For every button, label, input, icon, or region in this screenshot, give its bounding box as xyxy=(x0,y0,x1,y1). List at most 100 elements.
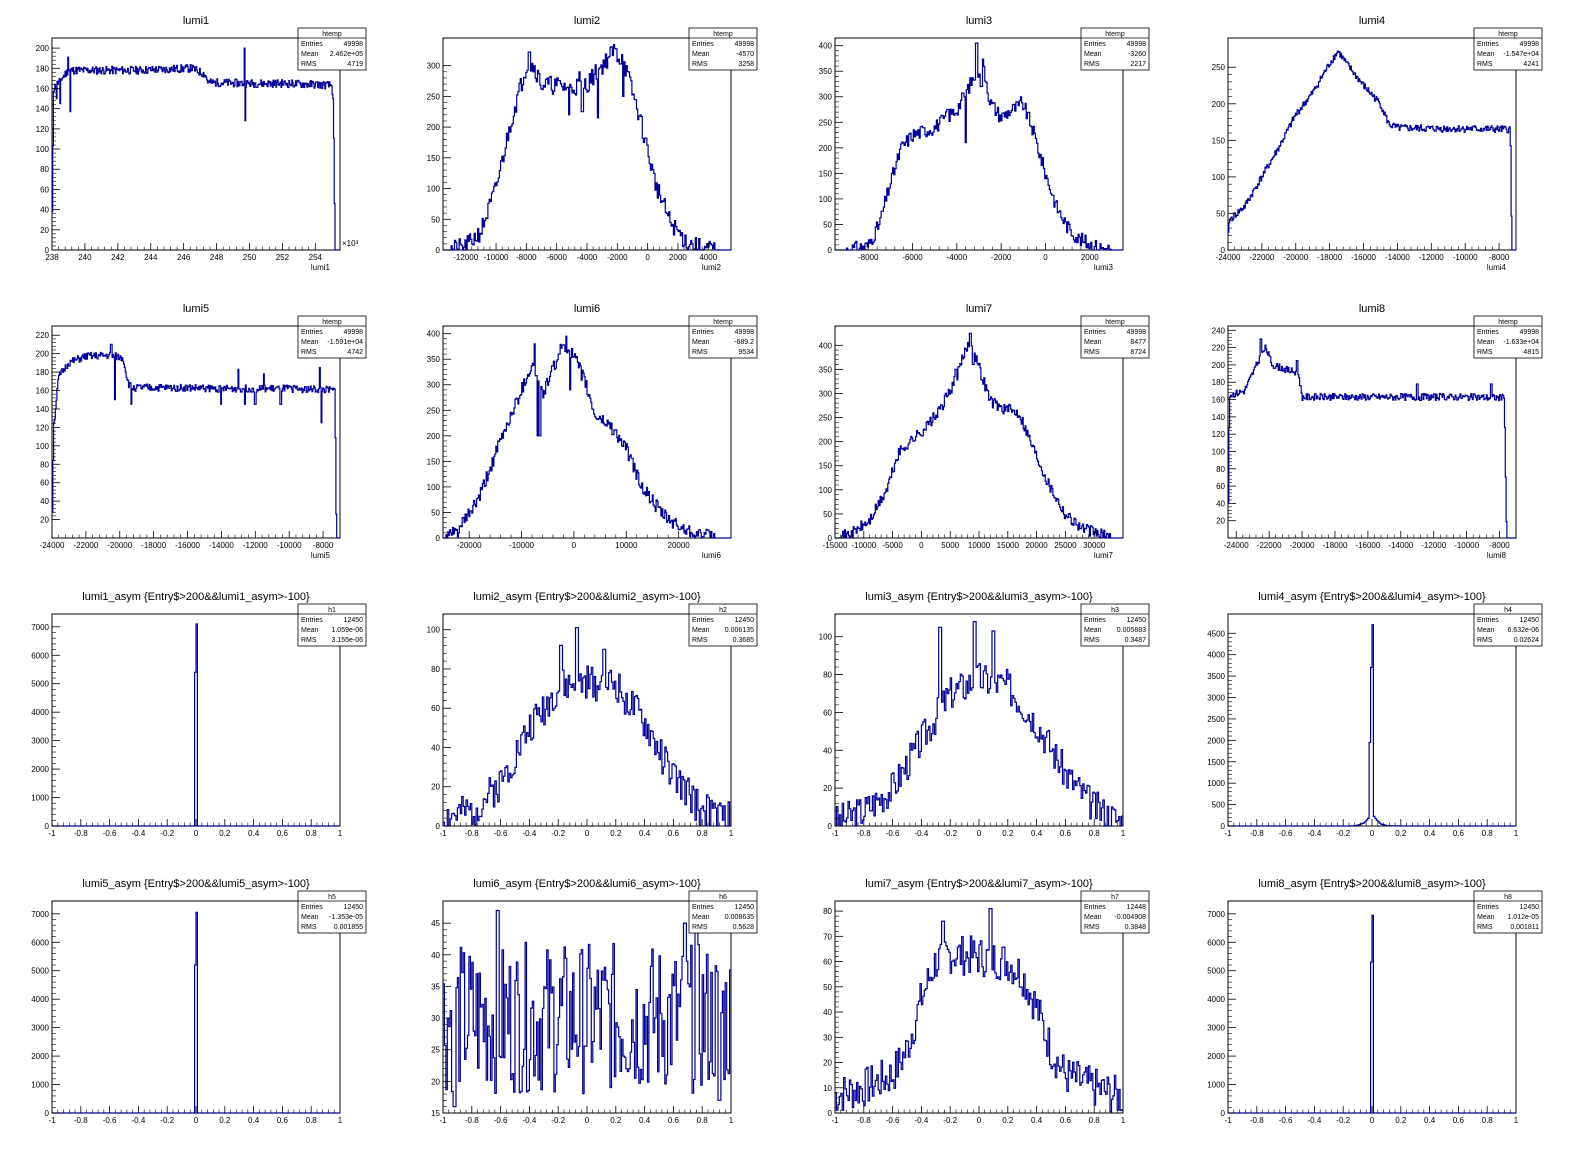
x-tick-label: 0.4 xyxy=(248,829,260,838)
y-tick-label: 60 xyxy=(431,704,440,713)
y-tick-label: 50 xyxy=(1216,209,1225,218)
x-tick-label: 0 xyxy=(977,1116,982,1125)
y-tick-label: 50 xyxy=(823,983,832,992)
y-tick-label: 4000 xyxy=(31,995,49,1004)
x-tick-label: 0 xyxy=(1370,1116,1375,1125)
y-tick-label: 0 xyxy=(436,822,441,831)
stats-key: Mean xyxy=(1477,914,1495,921)
x-axis-label: lumi1 xyxy=(311,263,331,272)
stats-box-name: h2 xyxy=(719,607,727,614)
plot-frame xyxy=(834,37,1124,251)
stats-box-frame xyxy=(297,27,367,71)
histogram-line xyxy=(52,343,340,539)
plot-frame xyxy=(51,37,341,251)
y-tick-label: 0 xyxy=(436,534,441,543)
x-tick-label: -0.6 xyxy=(103,829,117,838)
histogram-panel: lumi1_asym {Entry$>200&&lumi1_asym>-100}… xyxy=(31,591,367,838)
y-tick-label: 60 xyxy=(40,185,49,194)
x-tick-label: 0.8 xyxy=(697,829,709,838)
stats-key: Entries xyxy=(301,617,323,624)
y-tick-label: 50 xyxy=(431,508,440,517)
x-tick-label: -1 xyxy=(439,829,447,838)
y-tick-label: 15 xyxy=(431,1109,440,1118)
stats-key: Mean xyxy=(301,914,319,921)
y-tick-label: 180 xyxy=(1212,378,1226,387)
x-tick-label: -14000 xyxy=(1388,541,1413,550)
stats-box-name: h8 xyxy=(1504,894,1512,901)
x-tick-label: -8000 xyxy=(1489,253,1510,262)
y-tick-label: 200 xyxy=(36,44,50,53)
panel-title: lumi1 xyxy=(183,15,209,27)
y-tick-label: 2000 xyxy=(1207,736,1225,745)
plot-frame xyxy=(834,613,1124,827)
stats-value: 6.632e-06 xyxy=(1507,627,1539,634)
x-tick-label: 0 xyxy=(977,829,982,838)
x-tick-label: -0.6 xyxy=(494,1116,508,1125)
x-tick-label: 242 xyxy=(111,253,125,262)
stats-key: RMS xyxy=(692,349,708,356)
y-tick-label: 10 xyxy=(823,1084,832,1093)
x-tick-label: -1 xyxy=(48,829,56,838)
x-tick-label: 0 xyxy=(194,829,199,838)
stats-value: 12450 xyxy=(1127,617,1147,624)
x-tick-label: -10000 xyxy=(1454,541,1479,550)
y-tick-label: 4000 xyxy=(31,708,49,717)
x-tick-label: -0.6 xyxy=(886,829,900,838)
stats-box-frame xyxy=(1080,603,1150,647)
stats-value: 49998 xyxy=(344,41,364,48)
x-tick-label: -16000 xyxy=(1355,541,1380,550)
stats-box: h1 Entries 12450 Mean 1.059e-06 RMS 3.155e-06 xyxy=(297,603,367,647)
y-tick-label: 400 xyxy=(427,330,441,339)
plot-frame xyxy=(442,325,732,539)
y-tick-label: 100 xyxy=(819,633,833,642)
panel-title: lumi7 xyxy=(966,303,992,315)
x-tick-label: -1 xyxy=(831,1116,839,1125)
stats-value: 49998 xyxy=(1520,329,1540,336)
y-tick-label: 100 xyxy=(427,483,441,492)
x-tick-label: -0.2 xyxy=(551,829,565,838)
y-tick-label: 40 xyxy=(431,951,440,960)
x-tick-label: 0.6 xyxy=(1060,1116,1072,1125)
x-axis-label: lumi4 xyxy=(1487,263,1507,272)
y-tick-label: 1000 xyxy=(31,1081,49,1090)
x-axis-label: lumi5 xyxy=(311,551,331,560)
y-tick-label: 0 xyxy=(45,246,50,255)
x-tick-label: 0 xyxy=(572,541,577,550)
stats-box-frame xyxy=(1080,315,1150,359)
x-tick-label: 244 xyxy=(144,253,158,262)
y-tick-label: 200 xyxy=(427,432,441,441)
y-tick-label: 180 xyxy=(36,64,50,73)
x-tick-label: -1 xyxy=(1224,829,1232,838)
stats-value: 1.012e-05 xyxy=(1507,914,1539,921)
x-tick-label: 0.8 xyxy=(306,1116,318,1125)
x-tick-label: -0.6 xyxy=(1279,1116,1293,1125)
stats-key: Entries xyxy=(301,904,323,911)
y-tick-label: 80 xyxy=(823,907,832,916)
y-tick-label: 300 xyxy=(819,389,833,398)
x-tick-label: -20000 xyxy=(457,541,482,550)
x-tick-label: 0.6 xyxy=(1060,829,1072,838)
stats-box-name: htemp xyxy=(713,319,733,326)
panel-title: lumi2 xyxy=(574,15,600,27)
x-tick-label: -16000 xyxy=(1351,253,1376,262)
y-tick-label: 3000 xyxy=(31,1024,49,1033)
histogram-line xyxy=(1228,50,1516,251)
panel-title: lumi4 xyxy=(1359,15,1385,27)
stats-box-name: htemp xyxy=(1105,31,1125,38)
y-tick-label: 240 xyxy=(1212,326,1226,335)
y-tick-label: 250 xyxy=(819,118,833,127)
y-tick-label: 2000 xyxy=(31,1052,49,1061)
stats-key: Entries xyxy=(1084,329,1106,336)
y-tick-label: 80 xyxy=(431,665,440,674)
stats-key: Mean xyxy=(1477,51,1495,58)
y-tick-label: 4000 xyxy=(1207,995,1225,1004)
stats-value: -1.353e-05 xyxy=(329,914,363,921)
x-tick-label: 1 xyxy=(1121,1116,1126,1125)
x-tick-label: -0.2 xyxy=(943,829,957,838)
stats-value: 49998 xyxy=(1127,41,1147,48)
y-tick-label: 60 xyxy=(823,708,832,717)
y-tick-label: 200 xyxy=(1212,100,1226,109)
histogram-panel: lumi6_asym {Entry$>200&&lumi6_asym>-100}… xyxy=(431,878,758,1125)
stats-key: Mean xyxy=(1084,51,1102,58)
stats-box-frame xyxy=(688,603,758,647)
